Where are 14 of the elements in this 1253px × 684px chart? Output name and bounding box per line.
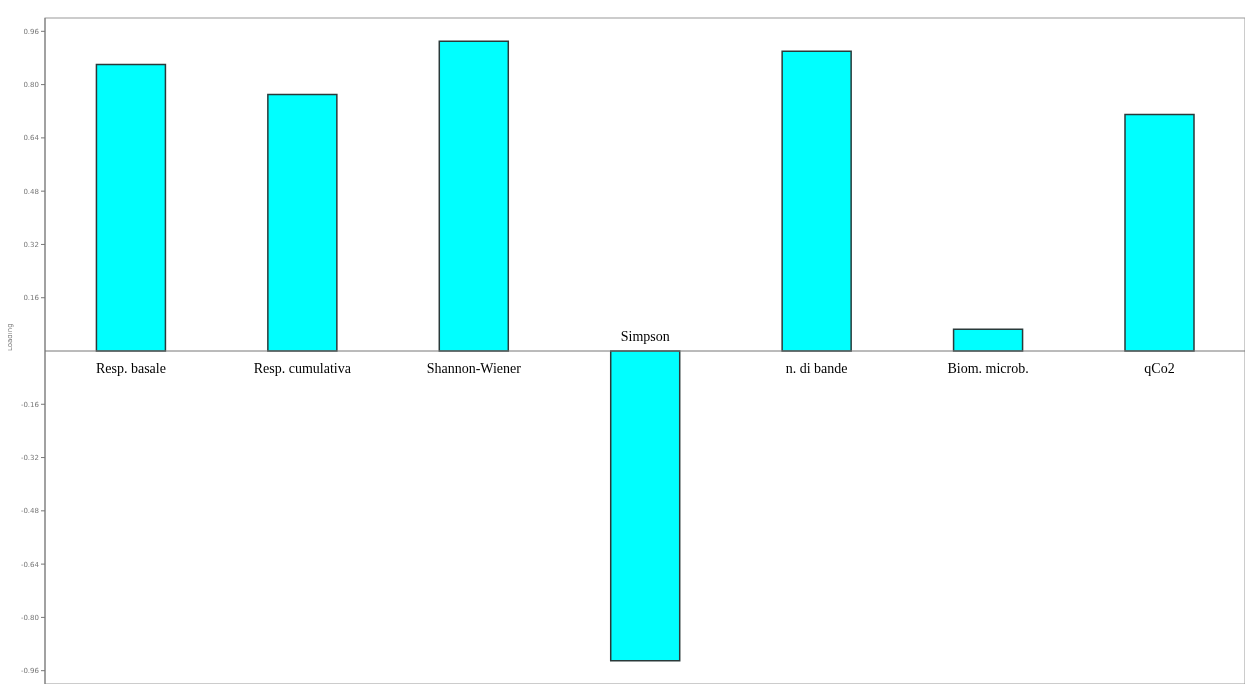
x-tick-label: qCo2 <box>1144 361 1175 376</box>
x-tick-label: Resp. cumulativa <box>253 361 352 376</box>
bar <box>1124 113 1195 352</box>
x-tick-label: Shannon-Wiener <box>426 361 522 376</box>
x-tick-label: Resp. basale <box>95 361 166 376</box>
bar <box>267 93 338 352</box>
x-tick-label: n. di bande <box>785 361 848 376</box>
x-tick-label: Simpson <box>620 329 670 344</box>
bar <box>952 328 1024 352</box>
bar <box>438 40 510 352</box>
bar <box>95 63 167 352</box>
bar <box>609 350 681 662</box>
bar <box>781 50 852 352</box>
x-tick-label: Biom. microb. <box>947 361 1029 376</box>
